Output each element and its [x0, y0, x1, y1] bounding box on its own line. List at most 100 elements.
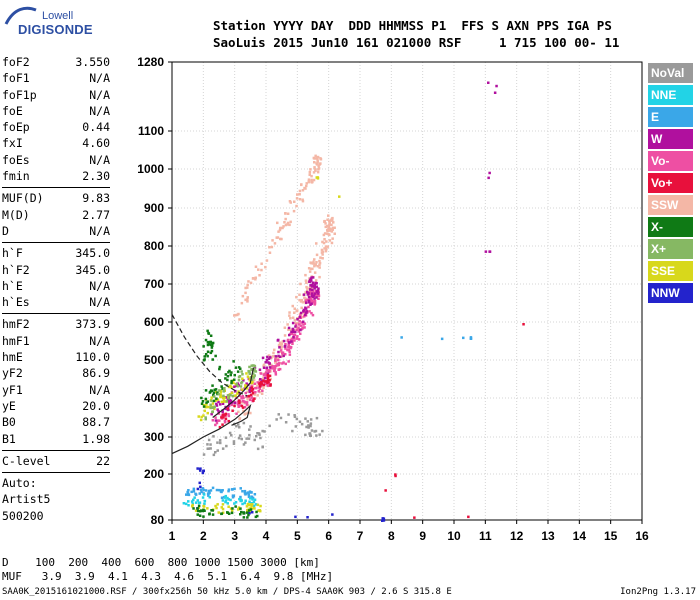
data-point: [327, 227, 330, 231]
x-tick-label: 3: [231, 529, 238, 543]
data-point: [297, 338, 301, 341]
data-point: [315, 434, 318, 437]
data-point: [295, 295, 298, 299]
data-point: [266, 373, 270, 377]
data-point: [247, 503, 251, 507]
data-point: [234, 384, 238, 387]
data-point: [284, 421, 288, 424]
data-point: [233, 502, 236, 505]
data-point: [288, 350, 291, 353]
y-tick-label: 200: [144, 467, 164, 481]
data-point: [256, 514, 259, 518]
data-point: [316, 289, 319, 292]
data-point: [290, 330, 293, 333]
data-point: [201, 487, 205, 490]
data-point: [221, 402, 225, 405]
data-point: [287, 346, 290, 349]
data-point: [310, 429, 314, 432]
data-point: [316, 160, 319, 164]
data-point: [270, 245, 274, 249]
data-point: [221, 511, 225, 514]
data-point: [321, 253, 324, 256]
data-point: [227, 498, 230, 501]
data-point: [319, 256, 322, 259]
data-point: [222, 399, 226, 402]
data-point: [212, 391, 216, 394]
data-point: [304, 313, 307, 317]
data-point: [210, 396, 213, 399]
data-point: [276, 221, 279, 225]
data-point: [253, 367, 256, 371]
data-point: [259, 378, 262, 381]
data-point: [267, 354, 271, 357]
data-point: [234, 394, 237, 397]
data-point: [294, 330, 297, 334]
data-point: [238, 497, 241, 501]
data-point: [317, 297, 320, 300]
param-group-muf: MUF(D) 9.83 M(D) 2.77 D N/A: [2, 191, 110, 240]
data-point: [269, 356, 272, 359]
data-point: [240, 404, 244, 408]
data-point: [287, 344, 290, 347]
data-point: [295, 197, 299, 200]
data-point: [309, 284, 312, 287]
data-point: [282, 354, 285, 358]
data-point: [182, 502, 186, 505]
data-point: [216, 441, 219, 444]
data-point: [246, 298, 249, 301]
param-name: yF1: [2, 382, 23, 397]
data-point: [294, 325, 297, 328]
data-point: [206, 411, 209, 415]
data-point: [267, 382, 271, 385]
data-point: [202, 403, 206, 407]
data-point: [216, 449, 219, 452]
data-point: [304, 273, 307, 277]
data-point: [307, 305, 310, 309]
data-point: [306, 516, 309, 519]
data-point: [250, 386, 254, 389]
data-point: [238, 318, 241, 321]
data-point: [229, 373, 232, 377]
data-point: [314, 279, 318, 282]
data-point: [239, 499, 242, 503]
data-point: [312, 260, 315, 264]
data-point: [214, 451, 217, 454]
data-point: [292, 328, 295, 332]
data-point: [304, 299, 308, 302]
data-point: [240, 301, 244, 305]
data-point: [207, 494, 210, 497]
data-point: [255, 510, 258, 514]
data-point: [220, 385, 223, 388]
data-point: [215, 404, 219, 407]
data-point: [278, 341, 282, 345]
data-point: [291, 330, 295, 334]
data-point: [318, 275, 321, 279]
data-point: [313, 264, 316, 268]
data-point: [211, 358, 214, 361]
param-value: 373.9: [75, 317, 110, 332]
data-point: [226, 398, 230, 402]
data-point: [252, 399, 255, 402]
data-point: [248, 390, 252, 394]
data-point: [221, 489, 224, 492]
data-point: [271, 239, 274, 242]
data-point: [237, 405, 240, 408]
data-point: [305, 425, 308, 429]
param-name: B1: [2, 431, 16, 446]
data-point: [487, 81, 490, 84]
data-point: [266, 384, 270, 387]
data-point: [202, 508, 205, 512]
data-point: [211, 342, 214, 345]
data-point: [299, 282, 302, 286]
data-point: [243, 405, 247, 409]
data-point: [310, 311, 313, 315]
data-point: [303, 315, 306, 318]
divider: [2, 449, 110, 451]
data-point: [224, 407, 227, 411]
param-name: foF1: [2, 71, 30, 86]
data-point: [219, 441, 222, 445]
data-point: [217, 511, 220, 514]
data-point: [254, 278, 257, 281]
data-point: [308, 310, 311, 313]
data-point: [305, 285, 308, 289]
